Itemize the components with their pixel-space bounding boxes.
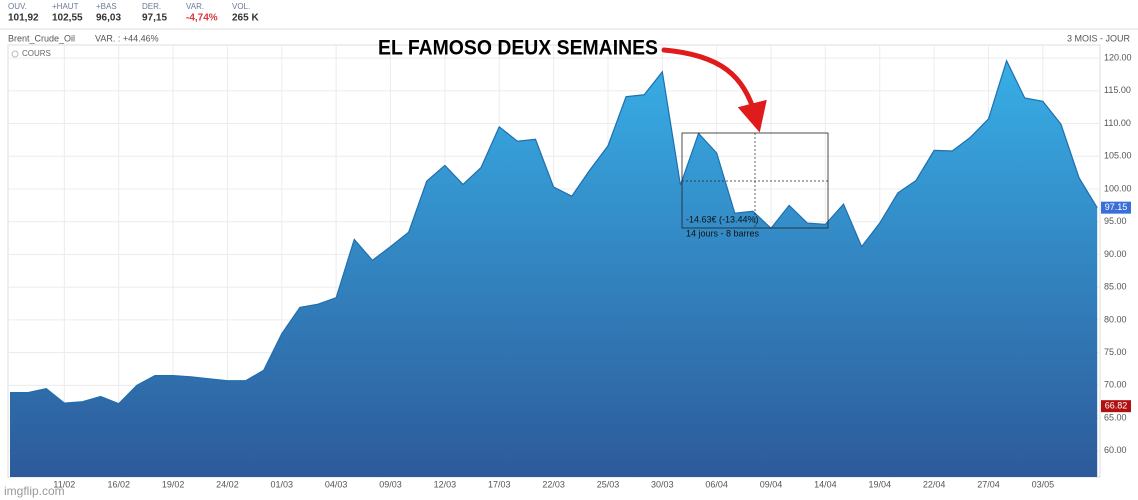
stat-label: +HAUT [52,2,79,11]
x-tick-label: 19/02 [162,479,185,489]
price-badge-label: 66.82 [1105,401,1128,411]
measure-span: 14 jours - 8 barres [686,228,760,238]
y-tick-label: 100.00 [1104,183,1132,193]
period-label: 3 MOIS - JOUR [1067,33,1131,43]
x-tick-label: 16/02 [107,479,130,489]
price-badge [1101,400,1131,413]
stat-value: -4,74% [186,13,218,24]
x-tick-label: 04/03 [325,479,348,489]
x-tick-label: 11/02 [53,479,75,489]
x-tick-label: 03/05 [1032,479,1055,489]
x-tick-label: 24/02 [216,479,239,489]
measure-box: -14.63€ (-13.44%) 14 jours - 8 barres [681,132,829,238]
y-tick-label: 75.00 [1104,347,1127,357]
stat-label: VOL. [232,2,250,11]
line [10,59,1098,405]
chart-title: Brent_Crude_Oil [8,33,75,43]
y-tick-label: 120.00 [1104,52,1132,62]
x-tick-label: 17/03 [488,479,511,489]
stat-value: 97,15 [142,13,167,24]
y-tick-label: 110.00 [1104,118,1131,128]
price-badge [1101,201,1131,214]
y-tick-label: 90.00 [1104,249,1127,259]
header-stats: OUV. 101,92 +HAUT 102,55 +BAS 96,03 DER. 97,15 V… [8,2,259,24]
x-tick-label: 14/04 [814,479,837,489]
x-tick-label: 01/03 [271,479,294,489]
x-tick-label: 27/04 [977,479,1000,489]
x-tick-label: 30/03 [651,479,674,489]
watermark: imgflip.com [4,484,65,498]
measure-change: -14.63€ (-13.44%) [686,214,759,224]
y-tick-label: 85.00 [1104,282,1127,292]
annotation-arrow [661,47,767,133]
y-tick-label: 80.00 [1104,314,1127,324]
y-tick-label: 70.00 [1104,380,1127,390]
x-tick-label: 22/04 [923,479,946,489]
price-badge-label: 97.15 [1105,202,1128,212]
plot [10,59,1098,477]
y-tick-label: 95.00 [1104,216,1127,226]
x-tick-label: 09/04 [760,479,783,489]
y-tick-label: 65.00 [1104,412,1127,422]
x-tick-label: 22/03 [542,479,565,489]
stat-label: +BAS [96,2,117,11]
y-tick-label: 60.00 [1104,445,1127,455]
stat-value: 96,03 [96,13,121,24]
stat-value: 265 K [232,13,259,24]
annotation: EL FAMOSO DEUX SEMAINES [378,37,658,60]
stat-value: 101,92 [8,13,39,24]
y-tick-label: 115.00 [1104,85,1131,95]
stat-value: 102,55 [52,13,83,24]
x-tick-label: 06/04 [705,479,728,489]
area [10,60,1098,477]
stat-label: DER. [142,2,161,11]
stat-label: VAR. [186,2,204,11]
stat-label: OUV. [8,2,27,11]
x-tick-label: 25/03 [597,479,620,489]
x-tick-label: 12/03 [434,479,457,489]
x-tick-label: 19/04 [868,479,891,489]
y-tick-label: 105.00 [1104,151,1132,161]
x-tick-label: 09/03 [379,479,402,489]
legend-marker [11,50,19,58]
chart-subtitle: VAR. : +44.46% [95,33,159,43]
legend-label: COURS [22,49,51,58]
